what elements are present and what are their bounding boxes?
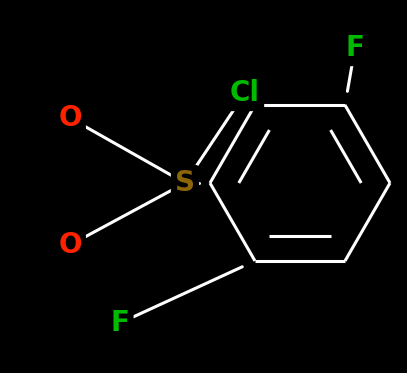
Text: F: F [111, 309, 129, 337]
Text: O: O [58, 104, 82, 132]
Text: Cl: Cl [230, 79, 260, 107]
Text: S: S [175, 169, 195, 197]
Text: O: O [58, 231, 82, 259]
Text: F: F [346, 34, 364, 62]
